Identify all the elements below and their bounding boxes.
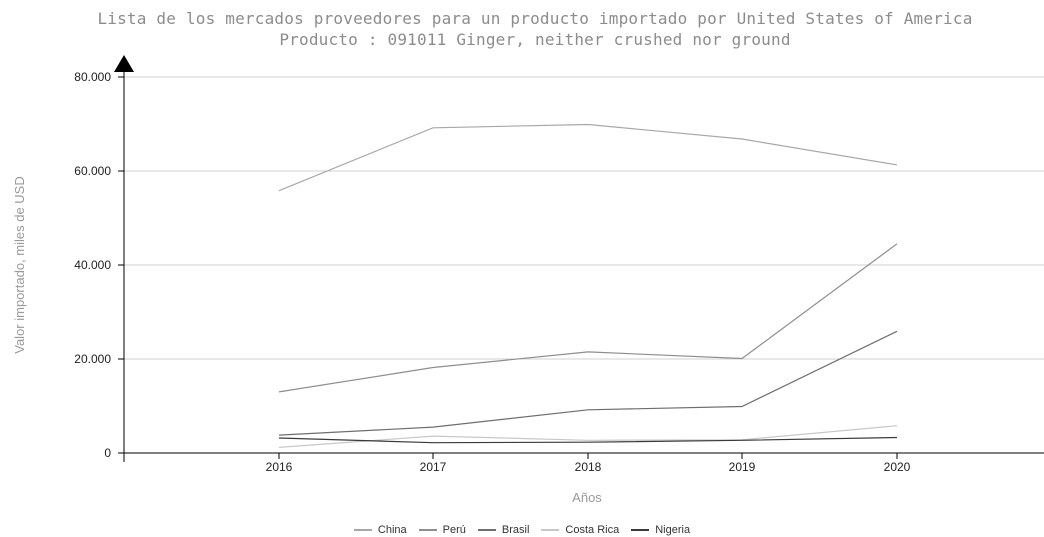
gridlines [124, 76, 1044, 360]
chart-title: Lista de los mercados proveedores para u… [97, 9, 973, 28]
y-tick-label: 40.000 [74, 258, 111, 272]
legend-label: Brasil [501, 524, 530, 536]
series-line-per- [278, 243, 898, 393]
legend-swatch [477, 529, 496, 532]
legend-item: Perú [418, 524, 466, 536]
legend-item: Nigeria [631, 524, 690, 536]
legend-swatch [631, 529, 650, 532]
legend-item: Costa Rica [541, 524, 619, 536]
legend-label: China [377, 524, 407, 536]
series-line-nigeria [278, 436, 898, 444]
legend-label: Nigeria [655, 524, 691, 536]
y-ticks: 0 20.000 40.000 60.000 80.000 [74, 70, 124, 460]
axes [114, 55, 1044, 462]
x-tick-label: 2016 [266, 460, 293, 474]
x-tick-label: 2017 [420, 460, 447, 474]
legend-item: Brasil [477, 524, 530, 536]
legend-item: China [353, 524, 407, 536]
y-tick-label: 60.000 [74, 164, 111, 178]
x-axis-label: Años [572, 490, 602, 505]
series-line-costa-rica [278, 425, 898, 448]
y-tick-label: 80.000 [74, 70, 111, 84]
x-tick-label: 2019 [729, 460, 756, 474]
series-lines [278, 123, 898, 448]
legend: China Perú Brasil Costa Rica Nigeria [0, 524, 1044, 536]
chart-subtitle: Producto : 091011 Ginger, neither crushe… [279, 30, 791, 49]
series-line-china [278, 123, 898, 192]
y-axis-arrow-icon [114, 55, 134, 72]
legend-swatch [541, 529, 560, 532]
series-line-brasil [278, 330, 898, 436]
y-axis-label: Valor importado, miles de USD [12, 176, 27, 354]
x-tick-label: 2018 [575, 460, 602, 474]
x-ticks: 2016 2017 2018 2019 2020 [266, 453, 911, 474]
legend-label: Costa Rica [565, 524, 620, 536]
legend-swatch [418, 529, 437, 532]
y-tick-label: 20.000 [74, 352, 111, 366]
legend-swatch [353, 529, 372, 532]
chart-title-block: Lista de los mercados proveedores para u… [0, 8, 1044, 50]
x-tick-label: 2020 [884, 460, 911, 474]
legend-label: Perú [442, 524, 466, 536]
y-tick-label: 0 [104, 446, 111, 460]
